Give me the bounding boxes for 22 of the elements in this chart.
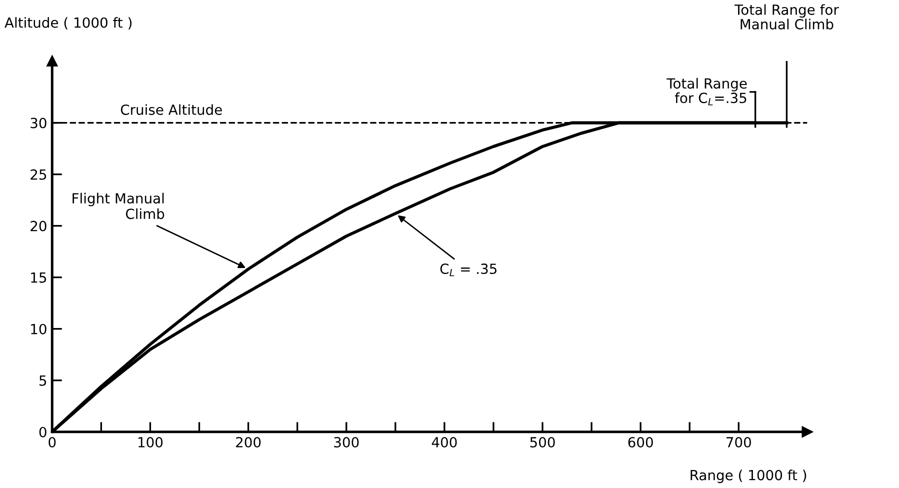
y-tick-label: 0 — [39, 426, 46, 438]
y-tick-label: 15 — [31, 272, 46, 283]
x-tick-label: 300 — [334, 436, 359, 448]
x-axis-title: Range ( 1000 ft ) — [690, 470, 806, 484]
x-tick-label: 100 — [138, 436, 163, 448]
annotation: Total Range for Manual Climb — [734, 4, 839, 30]
y-tick-label: 5 — [40, 376, 46, 386]
x-tick-label: 200 — [236, 436, 261, 448]
y-tick-label: 25 — [30, 169, 46, 180]
ref-line-label: Cruise Altitude — [120, 104, 222, 115]
x-tick-label: 0 — [48, 436, 56, 448]
y-tick-label: 10 — [31, 324, 46, 334]
x-tick-label: 400 — [432, 436, 457, 448]
annotation: Flight Manual Climb — [72, 192, 164, 220]
y-axis-title: Altitude ( 1000 ft ) — [4, 17, 132, 30]
annotation: C$_{L}$ = .35 — [440, 264, 496, 276]
x-tick-label: 700 — [726, 436, 751, 448]
annotation: Total Range for C$_{L}$=.35 — [666, 78, 747, 106]
y-tick-label: 30 — [30, 118, 46, 128]
y-tick-label: 20 — [30, 220, 46, 232]
x-tick-label: 500 — [530, 436, 555, 448]
x-tick-label: 600 — [628, 436, 653, 448]
